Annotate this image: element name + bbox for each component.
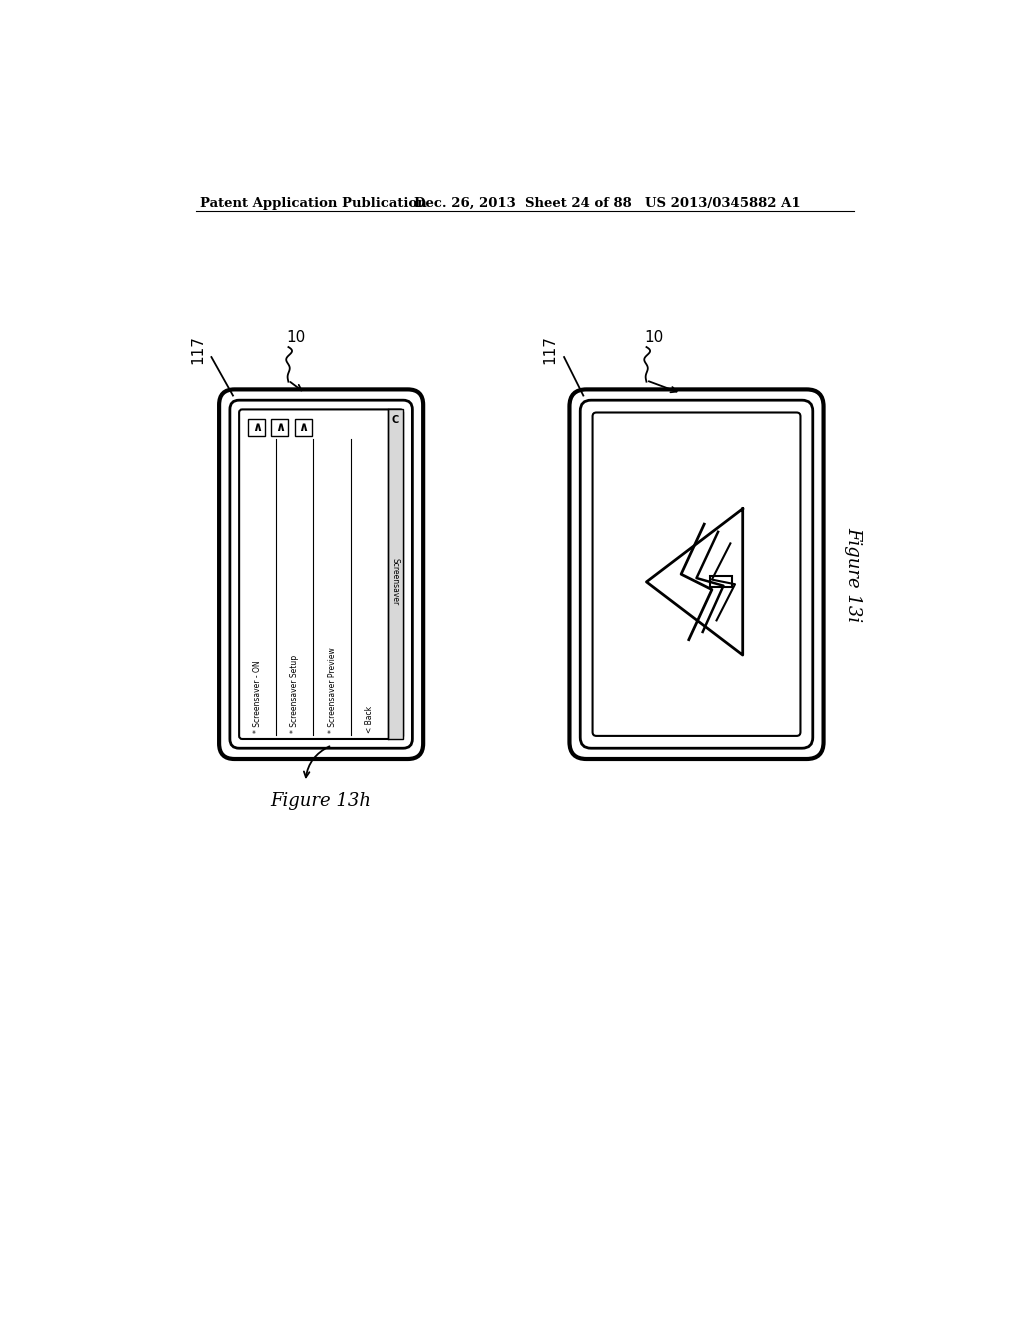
Text: ∧: ∧ [298, 421, 308, 434]
Text: 10: 10 [287, 330, 306, 346]
FancyBboxPatch shape [230, 400, 413, 748]
Text: * Screensaver Preview: * Screensaver Preview [328, 647, 337, 733]
Polygon shape [646, 508, 742, 655]
Text: * Screensaver - ON: * Screensaver - ON [253, 660, 262, 733]
FancyBboxPatch shape [240, 409, 403, 739]
FancyBboxPatch shape [581, 400, 813, 748]
Bar [388, 409, 403, 739]
Text: ∧: ∧ [252, 421, 262, 434]
FancyBboxPatch shape [593, 412, 801, 737]
Text: US 2013/0345882 A1: US 2013/0345882 A1 [645, 197, 801, 210]
Text: ∧: ∧ [274, 421, 285, 434]
Bar [249, 418, 265, 436]
Text: 10: 10 [644, 330, 664, 346]
Text: < Back: < Back [365, 706, 374, 733]
FancyBboxPatch shape [219, 389, 423, 759]
Text: Figure 13i: Figure 13i [844, 527, 862, 622]
Text: 117: 117 [190, 335, 205, 364]
FancyBboxPatch shape [569, 389, 823, 759]
Bar [710, 576, 731, 587]
Text: 117: 117 [543, 335, 558, 364]
Text: Figure 13h: Figure 13h [270, 792, 372, 810]
Text: Dec. 26, 2013  Sheet 24 of 88: Dec. 26, 2013 Sheet 24 of 88 [414, 197, 632, 210]
Text: Screensaver: Screensaver [391, 558, 400, 606]
Bar [295, 418, 311, 436]
Text: C: C [392, 416, 399, 425]
Bar [271, 418, 289, 436]
Text: * Screensaver Setup: * Screensaver Setup [291, 655, 299, 733]
Text: Patent Application Publication: Patent Application Publication [200, 197, 427, 210]
